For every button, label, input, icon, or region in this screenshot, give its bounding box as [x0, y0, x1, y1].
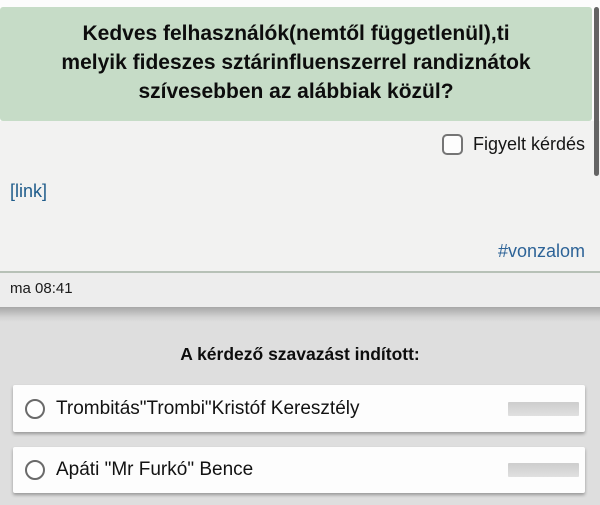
- poll-result-bar-track: [508, 401, 579, 416]
- watch-question-label: Figyelt kérdés: [472, 134, 585, 154]
- question-title-line1: Kedves felhasználók(nemtől függetlenül),…: [82, 21, 510, 45]
- hashtag-link[interactable]: #vonzalom: [497, 241, 585, 261]
- vertical-scrollbar-thumb[interactable]: [594, 7, 599, 176]
- poll-option-label: Trombitás"Trombi"Kristóf Keresztély: [56, 397, 360, 419]
- timestamp-row: ma 08:41: [0, 273, 600, 307]
- poll-option-radio[interactable]: [25, 398, 45, 419]
- poll-option-radio[interactable]: [25, 460, 45, 480]
- poll-option-label: Apáti "Mr Furkó" Bence: [56, 459, 254, 480]
- poll-section: A kérdező szavazást indított: Trombitás"…: [0, 322, 600, 505]
- question-title-line2: melyik fideszes sztárinfluenszerrel rand…: [61, 50, 531, 74]
- question-link[interactable]: [link]: [10, 181, 48, 201]
- timestamp: ma 08:41: [10, 280, 73, 297]
- top-strip: [0, 0, 600, 7]
- poll-result-bar-track: [508, 463, 579, 477]
- question-info-section: Figyelt kérdés [link] #vonzalom: [0, 121, 600, 271]
- question-title: Kedves felhasználók(nemtől függetlenül),…: [0, 7, 592, 121]
- shadow-divider: [0, 307, 600, 322]
- watch-question-row: Figyelt kérdés: [441, 134, 585, 155]
- poll-option-row[interactable]: Apáti "Mr Furkó" Bence: [13, 447, 585, 493]
- watch-question-checkbox[interactable]: [441, 134, 463, 155]
- poll-options: Trombitás"Trombi"Kristóf Keresztély Apát…: [0, 385, 600, 493]
- section-divider: [0, 271, 600, 273]
- question-title-line3: szívesebben az alábbiak közül?: [138, 79, 454, 103]
- poll-heading: A kérdező szavazást indított:: [180, 344, 420, 364]
- poll-option-row[interactable]: Trombitás"Trombi"Kristóf Keresztély: [13, 385, 585, 432]
